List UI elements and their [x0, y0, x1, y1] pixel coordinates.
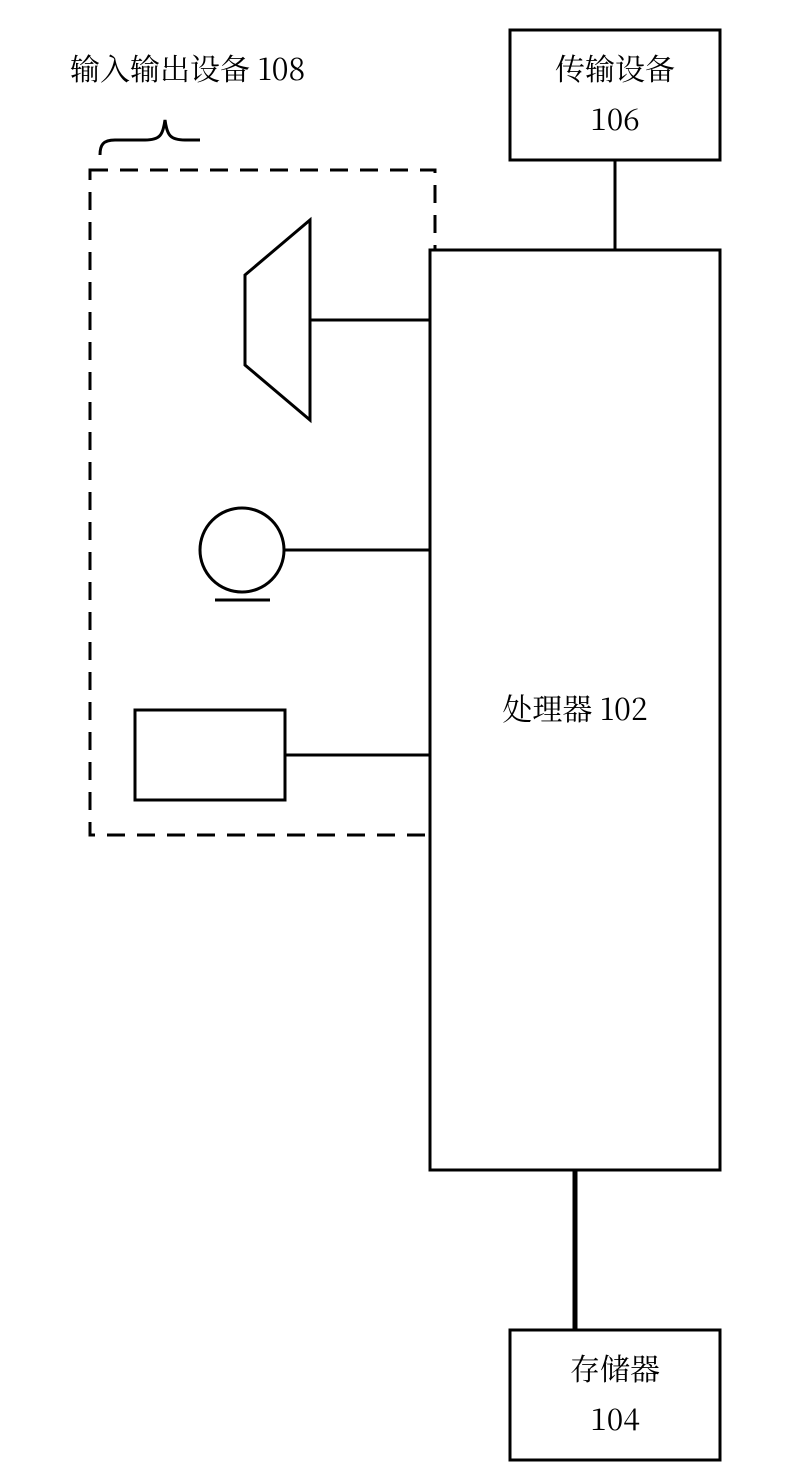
system-block-diagram: 输入输出设备 108 传输设备 106 处理器 102 存储器 104	[0, 0, 807, 1467]
memory-id: 104	[590, 1395, 640, 1439]
processor-block: 处理器 102	[430, 250, 720, 1170]
transmission-label: 传输设备	[555, 45, 675, 89]
transmission-id: 106	[590, 95, 640, 139]
microphone-icon	[200, 508, 284, 600]
io-group-label: 输入输出设备 108	[70, 45, 305, 89]
memory-block: 存储器 104	[510, 1330, 720, 1460]
keypad-icon	[135, 710, 285, 800]
speaker-icon	[245, 220, 310, 420]
memory-label: 存储器	[570, 1345, 660, 1389]
transmission-block: 传输设备 106	[510, 30, 720, 160]
processor-label: 处理器 102	[502, 685, 647, 729]
